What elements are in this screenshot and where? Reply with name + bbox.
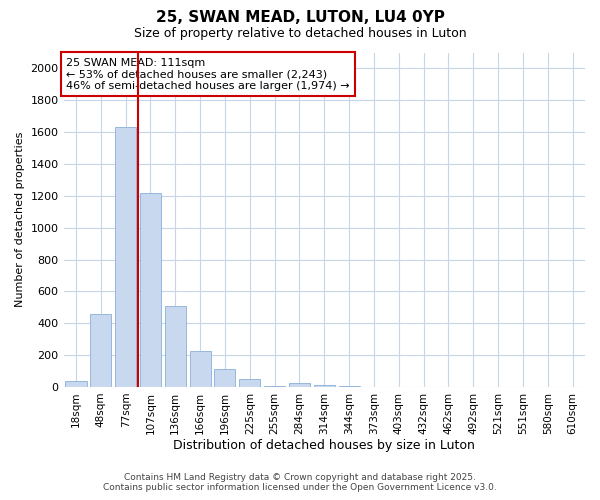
Bar <box>190 351 211 387</box>
Bar <box>65 382 86 387</box>
Text: 25 SWAN MEAD: 111sqm
← 53% of detached houses are smaller (2,243)
46% of semi-de: 25 SWAN MEAD: 111sqm ← 53% of detached h… <box>66 58 350 90</box>
Bar <box>338 386 359 387</box>
Text: Size of property relative to detached houses in Luton: Size of property relative to detached ho… <box>134 28 466 40</box>
Bar <box>289 383 310 387</box>
Y-axis label: Number of detached properties: Number of detached properties <box>15 132 25 308</box>
Bar <box>90 314 112 387</box>
Text: 25, SWAN MEAD, LUTON, LU4 0YP: 25, SWAN MEAD, LUTON, LU4 0YP <box>155 10 445 25</box>
Bar <box>115 128 136 387</box>
Bar <box>264 386 285 387</box>
Bar <box>314 386 335 387</box>
X-axis label: Distribution of detached houses by size in Luton: Distribution of detached houses by size … <box>173 440 475 452</box>
Bar <box>214 370 235 387</box>
Bar <box>140 192 161 387</box>
Bar <box>165 306 186 387</box>
Text: Contains HM Land Registry data © Crown copyright and database right 2025.
Contai: Contains HM Land Registry data © Crown c… <box>103 473 497 492</box>
Bar <box>239 379 260 387</box>
